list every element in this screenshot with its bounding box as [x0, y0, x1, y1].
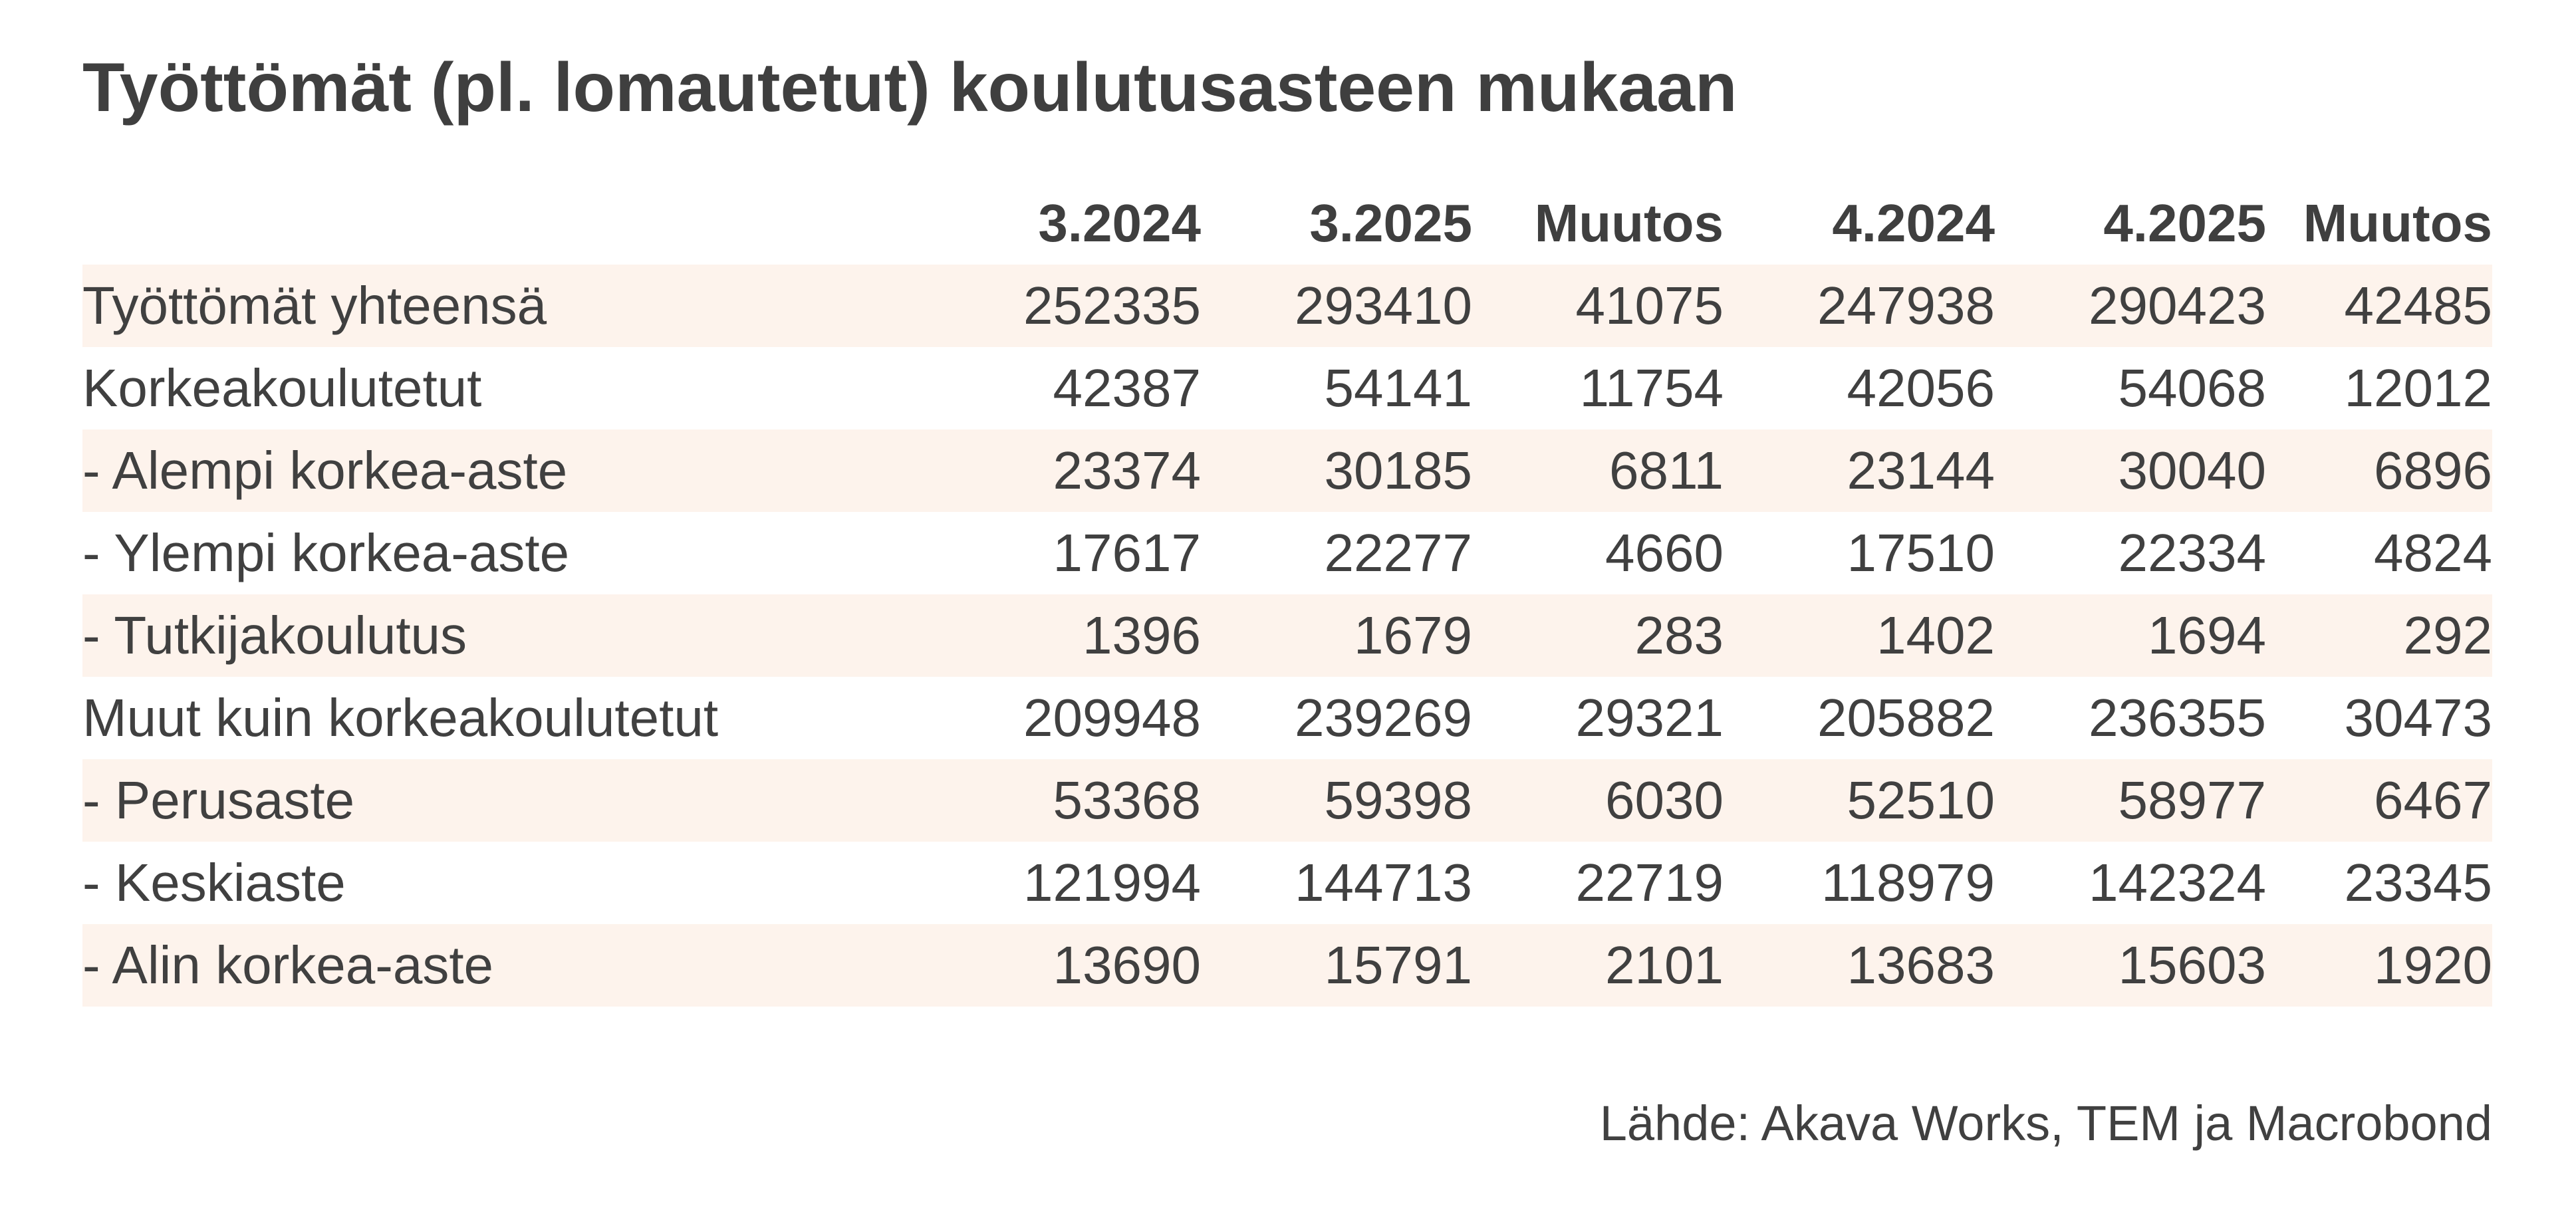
table-cell: 283 [1472, 594, 1724, 677]
table-row: Työttömät yhteensä 252335 293410 41075 24793… [82, 265, 2492, 347]
table-row: - Tutkijakoulutus 1396 1679 283 1402 1694 292 [82, 594, 2492, 677]
table-cell: 1694 [1995, 594, 2266, 677]
table-cell: 12012 [2344, 358, 2492, 418]
table-cell: 15603 [1995, 924, 2266, 1007]
table-cell: 54141 [1324, 358, 1472, 418]
table-cell: 252335 [936, 265, 1201, 347]
table-cell: 22719 [1575, 853, 1724, 912]
table-cell: 292 [2266, 594, 2492, 677]
table-cell: 290423 [1995, 265, 2266, 347]
table-cell: 1402 [1724, 594, 1995, 677]
table-cell: 22334 [2118, 523, 2266, 582]
table-cell: 236355 [2089, 688, 2266, 747]
table-row: - Ylempi korkea-aste 17617 22277 4660 17510 2… [82, 512, 2492, 594]
row-label: Korkeakoulutetut [82, 358, 482, 418]
row-label: - Keskiaste [82, 853, 346, 912]
table-cell: 1920 [2266, 924, 2492, 1007]
table-cell: 23374 [936, 429, 1201, 512]
table-row: - Alin korkea-aste 13690 15791 2101 13683 156… [82, 924, 2492, 1007]
table-cell: 6467 [2266, 759, 2492, 842]
table-cell: 30040 [1995, 429, 2266, 512]
table-cell: 1396 [936, 594, 1201, 677]
table-cell: 293410 [1201, 265, 1472, 347]
table-cell: 30185 [1201, 429, 1472, 512]
table-cell: 29321 [1575, 688, 1724, 747]
page-title: Työttömät (pl. lomautetut) koulutusastee… [82, 49, 1738, 126]
column-header-2024-03: 3.2024 [1038, 193, 1201, 253]
row-label: - Ylempi korkea-aste [82, 523, 570, 582]
table-body: Työttömät yhteensä 252335 293410 41075 24793… [82, 265, 2492, 1007]
column-header-2025-04: 4.2025 [2103, 193, 2266, 253]
row-label: Työttömät yhteensä [82, 265, 936, 347]
table-cell: 17510 [1847, 523, 1995, 582]
table-cell: 42485 [2266, 265, 2492, 347]
table-row: Muut kuin korkeakoulutetut 209948 239269 29… [82, 677, 2492, 759]
table-row: Korkeakoulutetut 42387 54141 11754 42056 5406… [82, 347, 2492, 429]
row-label: Muut kuin korkeakoulutetut [82, 688, 719, 747]
table-cell: 13690 [936, 924, 1201, 1007]
column-header-change-april: Muutos [2303, 193, 2492, 253]
table-cell: 144713 [1295, 853, 1472, 912]
table-cell: 247938 [1724, 265, 1995, 347]
table-cell: 6896 [2266, 429, 2492, 512]
header-row: 3.2024 3.2025 Muutos 4.2024 4.2025 Muuto… [82, 181, 2492, 265]
table-cell: 142324 [2089, 853, 2266, 912]
data-table: 3.2024 3.2025 Muutos 4.2024 4.2025 Muuto… [82, 181, 2492, 1007]
table-cell: 1679 [1201, 594, 1472, 677]
row-label: - Alempi korkea-aste [82, 429, 936, 512]
table-cell: 118979 [1821, 853, 1995, 912]
table-cell: 2101 [1472, 924, 1724, 1007]
column-header-2025-03: 3.2025 [1309, 193, 1472, 253]
table-cell: 54068 [2118, 358, 2266, 418]
table-cell: 239269 [1295, 688, 1472, 747]
table-cell: 41075 [1472, 265, 1724, 347]
source-note: Lähde: Akava Works, TEM ja Macrobond [1599, 1096, 2492, 1151]
table-cell: 17617 [1053, 523, 1201, 582]
row-label: - Perusaste [82, 759, 936, 842]
column-header-2024-04: 4.2024 [1832, 193, 1995, 253]
table-cell: 205882 [1817, 688, 1995, 747]
row-label: - Tutkijakoulutus [82, 594, 936, 677]
table-cell: 121994 [1023, 853, 1201, 912]
table-cell: 58977 [1995, 759, 2266, 842]
table-cell: 59398 [1201, 759, 1472, 842]
table-row: - Perusaste 53368 59398 6030 52510 58977 6467 [82, 759, 2492, 842]
table-cell: 6030 [1472, 759, 1724, 842]
table-cell: 11754 [1579, 358, 1724, 418]
table-cell: 53368 [936, 759, 1201, 842]
table-cell: 4660 [1605, 523, 1724, 582]
table-cell: 42056 [1847, 358, 1995, 418]
column-header-label [82, 181, 936, 265]
table-row: - Keskiaste 121994 144713 22719 118979 142324… [82, 842, 2492, 924]
table-cell: 30473 [2344, 688, 2492, 747]
table-cell: 42387 [1053, 358, 1201, 418]
table-cell: 209948 [1023, 688, 1201, 747]
table-cell: 4824 [2374, 523, 2492, 582]
column-header-change-march: Muutos [1534, 193, 1724, 253]
table-cell: 13683 [1724, 924, 1995, 1007]
row-label: - Alin korkea-aste [82, 924, 936, 1007]
table-cell: 15791 [1201, 924, 1472, 1007]
table-cell: 22277 [1324, 523, 1472, 582]
table-cell: 52510 [1724, 759, 1995, 842]
table-cell: 23144 [1724, 429, 1995, 512]
table-cell: 23345 [2344, 853, 2492, 912]
table-row: - Alempi korkea-aste 23374 30185 6811 23144 3… [82, 429, 2492, 512]
table-cell: 6811 [1472, 429, 1724, 512]
